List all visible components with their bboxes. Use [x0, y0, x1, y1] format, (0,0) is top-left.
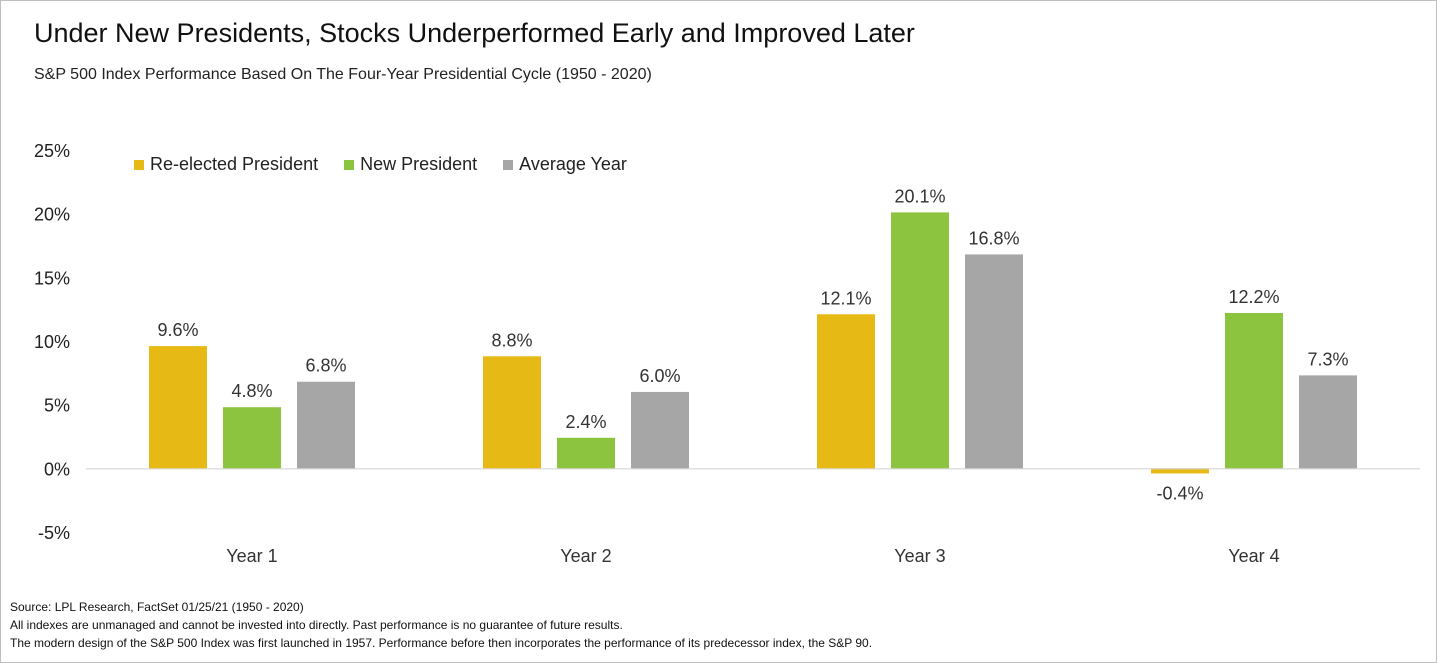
bar [817, 314, 875, 469]
chart-subtitle: S&P 500 Index Performance Based On The F… [34, 66, 652, 83]
legend-label-average: Average Year [519, 154, 627, 174]
data-label: 9.6% [157, 320, 198, 340]
bar [149, 346, 207, 469]
bar [557, 437, 615, 469]
legend-label-new: New President [360, 154, 478, 174]
bar [631, 391, 689, 469]
data-label: 6.8% [305, 356, 346, 376]
data-label: 7.3% [1307, 349, 1348, 369]
legend-swatch-average [503, 159, 514, 170]
x-tick-label: Year 4 [1228, 546, 1279, 566]
legend-swatch-new [344, 159, 355, 170]
bar [297, 381, 355, 469]
x-tick-label: Year 2 [560, 546, 611, 566]
x-tick-label: Year 3 [894, 546, 945, 566]
legend-item-average: Average Year [503, 154, 627, 175]
legend-label-reelected: Re-elected President [150, 154, 319, 174]
y-tick-label: 15% [34, 268, 70, 288]
footnotes: Source: LPL Research, FactSet 01/25/21 (… [10, 598, 872, 652]
data-label: 4.8% [231, 381, 272, 401]
bar [1225, 312, 1283, 469]
data-label: 12.1% [820, 288, 871, 308]
chart-title: Under New Presidents, Stocks Underperfor… [34, 18, 915, 48]
bar [1299, 375, 1357, 469]
data-label: 16.8% [968, 228, 1019, 248]
bar [483, 356, 541, 469]
y-tick-label: 0% [44, 459, 70, 479]
bar [1151, 468, 1209, 474]
data-label: 8.8% [491, 330, 532, 350]
y-tick-label: 10% [34, 332, 70, 352]
history-note: The modern design of the S&P 500 Index w… [10, 636, 873, 650]
y-tick-label: 20% [34, 205, 70, 225]
disclaimer-note: All indexes are unmanaged and cannot be … [10, 618, 623, 632]
y-tick-label: -5% [38, 523, 70, 543]
y-tick-label: 5% [44, 396, 70, 416]
x-tick-label: Year 1 [226, 546, 277, 566]
legend-swatch-reelected [134, 159, 144, 170]
bar [965, 254, 1023, 469]
data-label: 6.0% [639, 366, 680, 386]
legend-item-reelected: Re-elected President [134, 154, 318, 175]
data-label: 2.4% [565, 412, 606, 432]
data-label: 20.1% [894, 186, 945, 206]
data-label: -0.4% [1156, 483, 1203, 503]
data-label: 12.2% [1228, 287, 1279, 307]
source-note: Source: LPL Research, FactSet 01/25/21 (… [10, 600, 304, 614]
bar [891, 212, 949, 469]
legend: Re-elected President New President Avera… [134, 154, 627, 175]
y-tick-label: 25% [34, 141, 70, 161]
bar [223, 407, 281, 469]
legend-item-new: New President [344, 154, 477, 175]
